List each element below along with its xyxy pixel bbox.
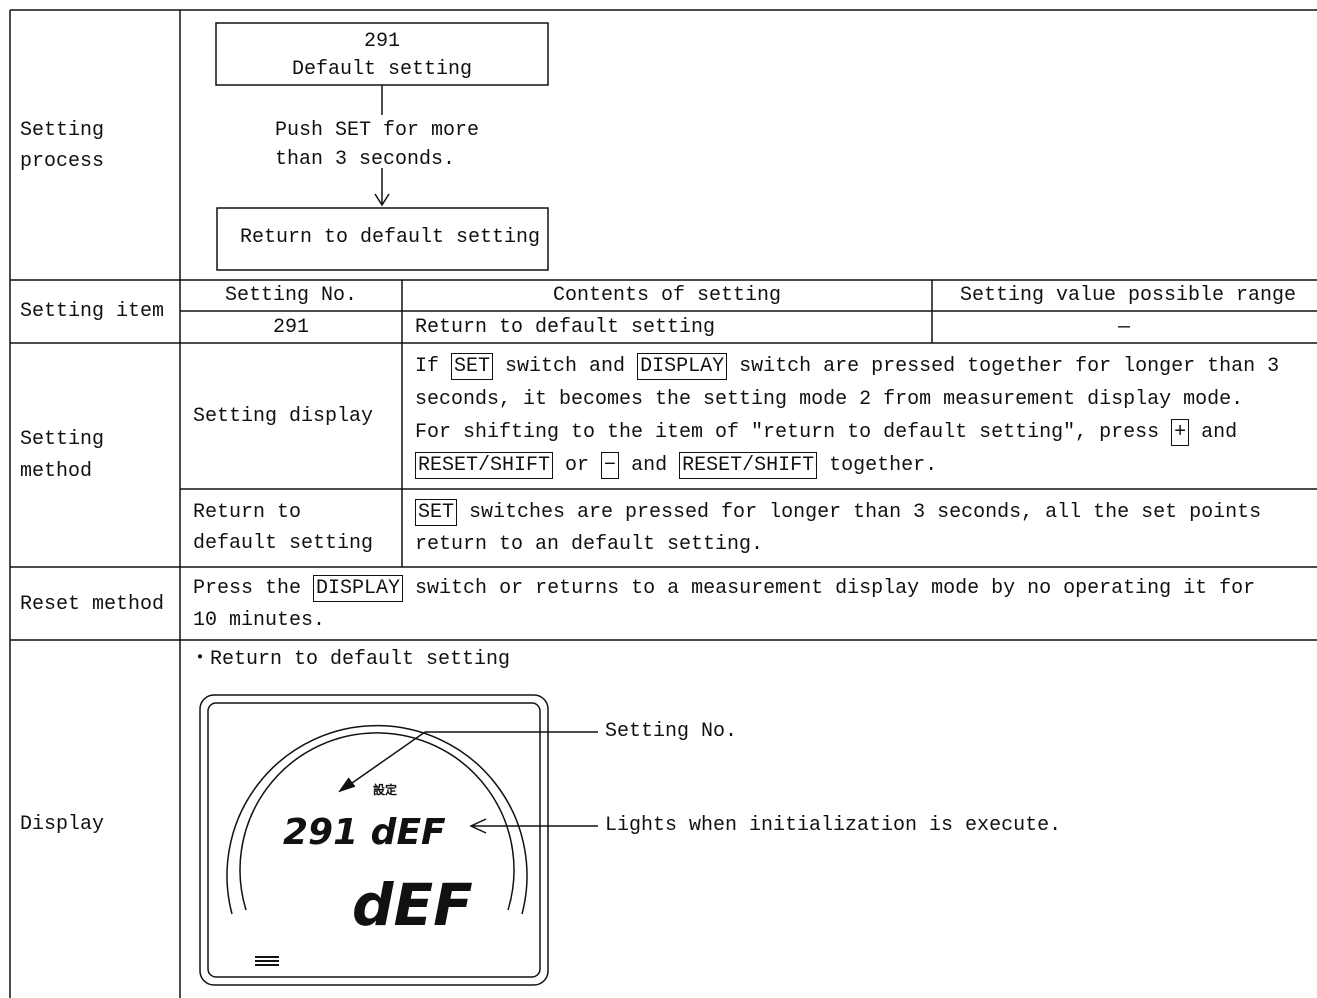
key-label: RESET/SHIFT (415, 452, 554, 479)
instruction: Push SET for more (275, 119, 480, 142)
cell: 291 (272, 316, 310, 339)
text: together. (817, 454, 938, 477)
key-label: SET (451, 353, 494, 380)
sub-label: Setting display (193, 405, 374, 428)
text: and (619, 454, 680, 477)
text-line: return to an default setting. (415, 535, 763, 555)
text: switches are pressed for longer than 3 s… (457, 501, 1262, 524)
callout: Setting No. (605, 720, 738, 743)
callout: Lights when initialization is execute. (605, 814, 1062, 837)
cell: — (1117, 316, 1131, 339)
key-label: − (601, 452, 620, 479)
box-text: Default setting (291, 58, 473, 81)
header: Setting No. (224, 284, 358, 307)
text: and (1189, 421, 1238, 444)
text-line: Press the DISPLAY switch or returns to a… (193, 575, 1256, 602)
text: Press the (193, 577, 314, 600)
row-label: method (20, 460, 93, 483)
text: If (415, 355, 452, 378)
key-label: SET (415, 499, 458, 526)
text: switch are pressed together for longer t… (727, 355, 1280, 378)
row-label: Reset method (20, 593, 165, 616)
text-line: For shifting to the item of ″return to d… (415, 419, 1238, 446)
cell: Return to default setting (415, 316, 716, 339)
text-line: 10 minutes. (193, 611, 325, 631)
key-label: DISPLAY (637, 353, 728, 380)
header: Setting value possible range (959, 284, 1297, 307)
box-text: 291 (363, 30, 401, 53)
lcd-main: dEF (352, 871, 473, 939)
key-label: + (1171, 419, 1190, 446)
text-line: seconds, it becomes the setting mode 2 f… (415, 390, 1243, 410)
instruction: than 3 seconds. (275, 148, 456, 171)
row-label: Setting (20, 119, 105, 142)
row-label: process (20, 150, 105, 173)
header: Contents of setting (552, 284, 782, 307)
sub-label: Return to (193, 501, 302, 524)
text: switch or returns to a measurement displ… (403, 577, 1256, 600)
text: For shifting to the item of ″return to d… (415, 421, 1172, 444)
text: switch and (493, 355, 638, 378)
key-label: DISPLAY (313, 575, 404, 602)
text-line: SET switches are pressed for longer than… (415, 499, 1262, 526)
box-text: Return to default setting (240, 226, 541, 249)
lcd-label: 設定 (373, 783, 398, 797)
text: return to an default setting. (415, 533, 764, 556)
row-label: Setting (20, 428, 105, 451)
text-line: RESET/SHIFT or − and RESET/SHIFT togethe… (415, 452, 938, 479)
text: 10 minutes. (193, 609, 326, 632)
row-label: Setting item (20, 300, 165, 323)
text-line: If SET switch and DISPLAY switch are pre… (415, 353, 1280, 380)
row-label: Display (20, 813, 105, 836)
key-label: RESET/SHIFT (679, 452, 818, 479)
text: or (553, 454, 602, 477)
sub-label: default setting (193, 532, 374, 555)
caption: ・Return to default setting (190, 648, 511, 671)
text: seconds, it becomes the setting mode 2 f… (415, 388, 1244, 411)
lcd-sub: 291 dEF (283, 812, 446, 853)
